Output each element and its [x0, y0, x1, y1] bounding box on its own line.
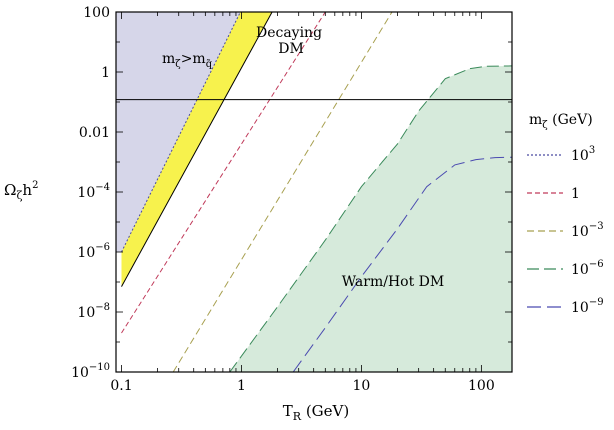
- legend-label-0: 103: [571, 145, 595, 164]
- decaying-dm-label-line2: DM: [278, 41, 304, 57]
- y-tick-label-2: 0.01: [79, 125, 110, 141]
- warm-hot-dm-label: Warm/Hot DM: [342, 274, 444, 290]
- shaded-regions: [116, 12, 512, 372]
- x-tick-label-2: 10: [353, 378, 371, 394]
- x-tick-label-3: 100: [468, 378, 495, 394]
- series-line-1: [121, 12, 326, 334]
- excluded-region: [116, 12, 241, 252]
- y-tick-label-3: 10−4: [77, 182, 110, 201]
- y-axis-title: Ωζh2: [4, 180, 38, 202]
- x-tick-label-1: 1: [237, 378, 246, 394]
- x-tick-label-0: 0.1: [110, 378, 132, 394]
- x-axis-title: TR (GeV): [283, 402, 349, 423]
- series-line-4: [292, 156, 512, 372]
- series-line-0: [121, 12, 241, 253]
- decaying-dm-label-line1: Decaying: [256, 25, 322, 41]
- legend-label-1: 1: [571, 186, 580, 202]
- ticks: 0.1 1 10 100 100 1 0.01 10−4 10−6 10−8 10−10: [71, 5, 512, 394]
- legend-label-3: 10−6: [571, 259, 604, 278]
- series-line-3: [229, 65, 512, 372]
- axis-titles: TR (GeV) Ωζh2: [4, 180, 349, 423]
- decaying-lower-boundary: [121, 12, 273, 287]
- excluded-region-label: mζ>mq̃: [162, 51, 213, 70]
- series-lines: [121, 12, 512, 372]
- legend-title: mζ (GeV): [529, 112, 593, 131]
- legend-label-2: 10−3: [571, 221, 604, 240]
- warm-hot-region: [229, 65, 512, 372]
- y-tick-label-0: 100: [83, 5, 110, 21]
- y-tick-label-5: 10−8: [77, 302, 110, 321]
- y-tick-label-6: 10−10: [71, 362, 110, 381]
- legend-label-4: 10−9: [571, 297, 604, 316]
- legend: mζ (GeV) 103 1 10−3 10−6 10−9: [527, 112, 604, 316]
- series-line-2: [172, 12, 393, 372]
- y-tick-label-1: 1: [101, 65, 110, 81]
- y-tick-label-4: 10−6: [77, 242, 110, 261]
